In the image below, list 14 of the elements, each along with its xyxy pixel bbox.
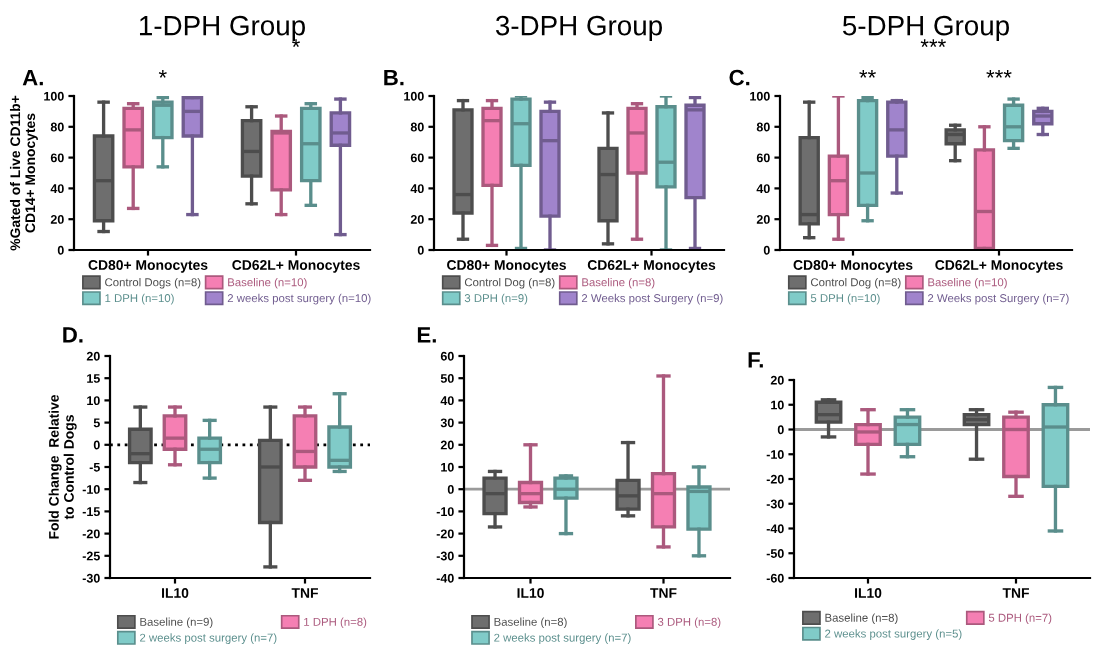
text: B. bbox=[384, 69, 404, 86]
text: E. bbox=[417, 327, 436, 343]
text: * bbox=[158, 69, 167, 78]
chart-title: 1-DPH Group bbox=[139, 15, 305, 41]
chart-title: 3-DPH Group bbox=[495, 15, 662, 41]
text: *** bbox=[986, 69, 1012, 78]
text: *** bbox=[920, 39, 946, 47]
text: ** bbox=[859, 69, 876, 78]
text: * bbox=[292, 39, 300, 47]
text: F. bbox=[748, 352, 763, 368]
text: A. bbox=[22, 69, 43, 86]
text: C. bbox=[729, 69, 750, 86]
chart-title: 5-DPH Group bbox=[842, 15, 1009, 41]
text: D. bbox=[63, 327, 83, 343]
